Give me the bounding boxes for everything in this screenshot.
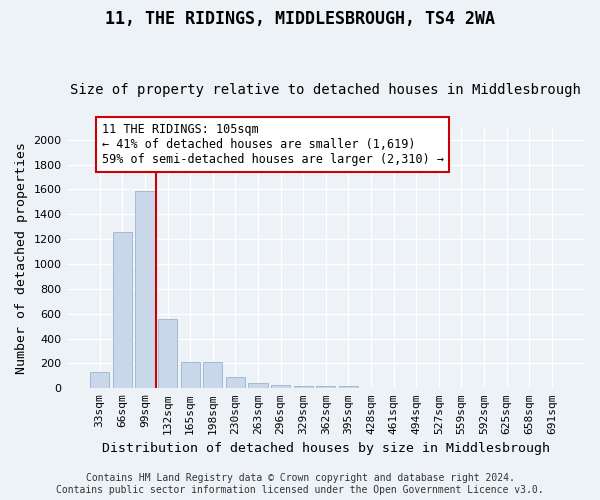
Bar xyxy=(293,386,313,388)
Bar xyxy=(158,318,177,388)
Y-axis label: Number of detached properties: Number of detached properties xyxy=(15,142,28,374)
Text: 11 THE RIDINGS: 105sqm
← 41% of detached houses are smaller (1,619)
59% of semi-: 11 THE RIDINGS: 105sqm ← 41% of detached… xyxy=(101,123,443,166)
Title: Size of property relative to detached houses in Middlesbrough: Size of property relative to detached ho… xyxy=(70,83,581,97)
Text: 11, THE RIDINGS, MIDDLESBROUGH, TS4 2WA: 11, THE RIDINGS, MIDDLESBROUGH, TS4 2WA xyxy=(105,10,495,28)
Bar xyxy=(226,377,245,388)
Bar xyxy=(339,386,358,388)
Bar xyxy=(316,386,335,388)
Bar xyxy=(181,362,200,388)
X-axis label: Distribution of detached houses by size in Middlesbrough: Distribution of detached houses by size … xyxy=(102,442,550,455)
Bar xyxy=(203,362,223,388)
Bar xyxy=(113,232,132,388)
Bar xyxy=(271,384,290,388)
Bar xyxy=(90,372,109,388)
Text: Contains HM Land Registry data © Crown copyright and database right 2024.
Contai: Contains HM Land Registry data © Crown c… xyxy=(56,474,544,495)
Bar xyxy=(248,382,268,388)
Bar xyxy=(136,190,155,388)
